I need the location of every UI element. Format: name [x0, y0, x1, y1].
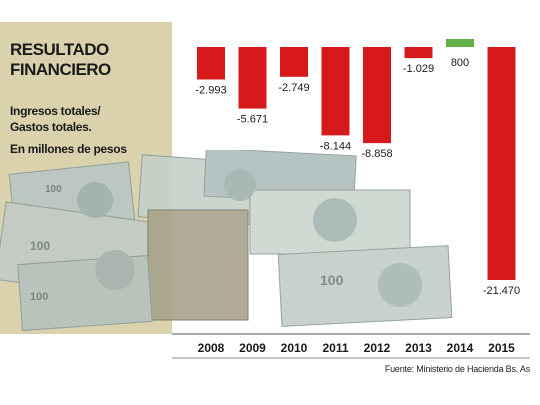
- value-label-2013: -1.029: [403, 63, 434, 75]
- bar-2013: [404, 47, 433, 59]
- subtitle-line-1: Ingresos totales/: [10, 104, 101, 118]
- banknotes-illustration: 100 100 100 100: [0, 150, 453, 331]
- value-label-2015: -21.470: [483, 285, 520, 297]
- year-label-2012: 2012: [364, 341, 391, 355]
- value-label-2011: -8.144: [320, 140, 351, 152]
- year-label-2009: 2009: [239, 341, 266, 355]
- svg-text:100: 100: [320, 272, 344, 288]
- bar-2011: [321, 47, 350, 136]
- year-label-2011: 2011: [322, 341, 348, 355]
- unit-label: En millones de pesos: [10, 142, 127, 156]
- bar-2015: [487, 47, 516, 280]
- bar-2010: [280, 47, 308, 77]
- year-label-2013: 2013: [405, 341, 432, 355]
- bar-2008: [197, 47, 225, 80]
- year-label-2010: 2010: [281, 341, 308, 355]
- value-label-2009: -5.671: [237, 114, 268, 126]
- title-line-2: FINANCIERO: [10, 60, 111, 79]
- value-label-2010: -2.749: [278, 82, 309, 94]
- svg-text:100: 100: [45, 184, 62, 195]
- bar-2014: [446, 39, 474, 47]
- bar-2012: [363, 47, 391, 144]
- value-label-2014: 800: [451, 57, 469, 69]
- subtitle-line-2: Gastos totales.: [10, 120, 92, 134]
- bar-2009: [238, 47, 267, 109]
- year-label-2008: 2008: [198, 341, 225, 355]
- value-label-2008: -2.993: [195, 84, 226, 96]
- year-label-2015: 2015: [488, 341, 515, 355]
- source-note: Fuente: Ministerio de Hacienda Bs. As: [384, 364, 530, 374]
- svg-text:100: 100: [30, 239, 50, 253]
- title-line-1: RESULTADO: [10, 40, 109, 59]
- svg-text:100: 100: [30, 291, 48, 303]
- year-label-2014: 2014: [447, 341, 474, 355]
- value-label-2012: -8.858: [361, 148, 392, 160]
- chart-title: RESULTADO FINANCIERO: [10, 40, 168, 80]
